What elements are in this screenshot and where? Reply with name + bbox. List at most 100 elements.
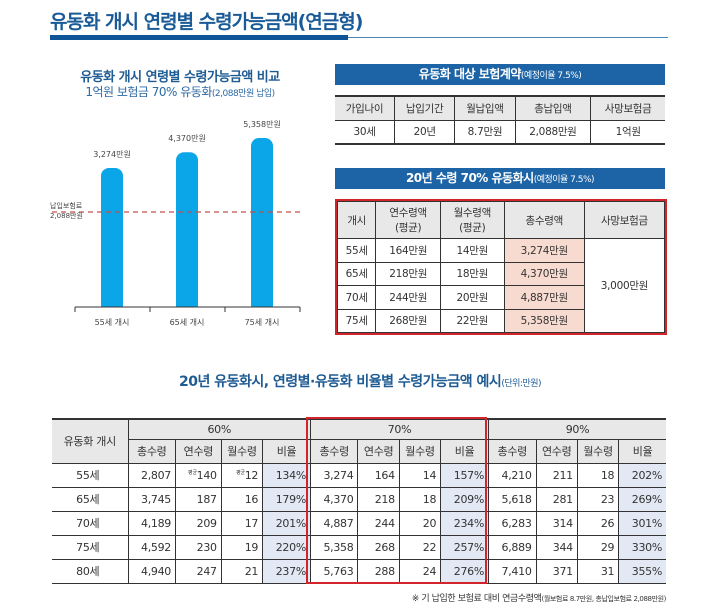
table-row: 75세 4,592 230 19 220% 5,358 268 22 257% 6,889 344 2…	[52, 534, 666, 560]
table-cell: 29	[576, 534, 620, 560]
table-cell: 26	[576, 510, 620, 536]
ratio-table: 유동화 개시 60% 70% 90% 총수령 연수령 월수령 비율 총수령 연수령 월수령 비율 총수령…	[52, 418, 666, 584]
column-header: 사망보험금	[583, 201, 666, 239]
bottom-title: 20년 유동화시, 연령별·유동화 비율별 수령가능금액 예시(단위:만원)	[178, 374, 542, 390]
table-cell: 237%	[262, 558, 311, 584]
column-header: 월수령액 (평균)	[439, 201, 505, 239]
table-cell: 3,274만원	[503, 238, 585, 263]
table-cell: 268만원	[375, 308, 441, 333]
column-header: 납입기간	[394, 95, 456, 121]
liquidation-header: 20년 수령 70% 유동화시(예정이율 7.5%)	[335, 168, 665, 189]
table-cell: 7,410	[488, 558, 537, 584]
table-row: 55세 164만원 14만원 3,274만원 3,000만원	[336, 238, 666, 333]
table-cell: 209	[175, 510, 222, 536]
table-cell: 1억원	[590, 119, 665, 145]
column-header: 비율	[262, 438, 311, 464]
table-cell: 202%	[618, 462, 666, 488]
column-header: 총수령	[488, 438, 537, 464]
column-header: 월수령	[220, 438, 264, 464]
table-cell: 179%	[262, 486, 311, 512]
table-row: 65세 3,745 187 16 179% 4,370 218 18 209% 5,618 281 2…	[52, 486, 666, 512]
column-header: 비율	[618, 438, 666, 464]
column-header: 연수령액 (평균)	[375, 201, 441, 239]
row-header: 유동화 개시	[52, 418, 129, 464]
table-cell: 276%	[440, 558, 490, 584]
chart-subtitle: 1억원 보험금 70% 유동화(2,088만원 납입)	[85, 85, 275, 99]
table-cell: 5,358	[309, 534, 359, 560]
age-cell: 55세	[52, 462, 129, 488]
group-header: 60%	[127, 418, 311, 440]
bar-0	[101, 167, 123, 313]
group-header: 90%	[488, 418, 666, 440]
table-cell: 281	[535, 486, 578, 512]
table-cell: 157%	[440, 462, 490, 488]
table-cell: 20년	[394, 119, 456, 145]
table-cell: 209%	[440, 486, 490, 512]
table-cell: 19	[220, 534, 264, 560]
table-row: 80세 4,940 247 21 237% 5,763 288 24 276% 7,410 371 3…	[52, 558, 666, 584]
column-header: 연수령	[357, 438, 400, 464]
table-cell: 247	[175, 558, 222, 584]
table-cell: 22만원	[439, 308, 505, 333]
table-cell: 30세	[335, 119, 395, 145]
bar-value-label: 4,370만원	[168, 134, 206, 143]
table-cell: 230	[175, 534, 222, 560]
table-cell: 244만원	[375, 285, 441, 310]
table-cell: 234%	[440, 510, 490, 536]
column-header: 연수령	[175, 438, 222, 464]
table-cell: 5,358만원	[503, 308, 585, 333]
table-cell: 187	[175, 486, 222, 512]
table-cell: 355%	[618, 558, 666, 584]
category-label: 55세 개시	[95, 317, 130, 327]
column-header: 월수령	[576, 438, 620, 464]
highlight-70-box	[306, 417, 487, 584]
column-header: 총수령	[309, 438, 359, 464]
bar-2	[251, 138, 273, 313]
column-header: 월수령	[398, 438, 442, 464]
column-header: 월납입액	[454, 95, 516, 121]
column-header: 개시	[336, 201, 377, 239]
table-cell: 14만원	[439, 238, 505, 263]
table-cell: 8.7만원	[454, 119, 516, 145]
age-cell: 70세	[52, 510, 129, 536]
table-cell: 344	[535, 534, 578, 560]
reference-label: 납입보험료	[50, 201, 83, 210]
table-cell: 4,887만원	[503, 285, 585, 310]
table-cell: 4,370만원	[503, 261, 585, 286]
average-mark: 평균	[188, 469, 197, 476]
table-row: 65세 218만원 18만원 4,370만원	[336, 261, 665, 286]
group-header: 70%	[309, 418, 490, 440]
table-cell: 6,283	[488, 510, 537, 536]
table-cell: 3,745	[127, 486, 176, 512]
page-title: 유동화 개시 연령별 수령가능금액(연금형)	[50, 11, 363, 33]
table-cell: 65세	[336, 261, 377, 286]
table-cell: 20	[398, 510, 442, 536]
title-underline	[50, 35, 348, 40]
table-row: 75세 268만원 22만원 5,358만원	[336, 308, 665, 333]
table-cell: 6,889	[488, 534, 537, 560]
table-cell: 164만원	[375, 238, 441, 263]
table-cell: 21	[220, 558, 264, 584]
table-cell: 257%	[440, 534, 490, 560]
average-mark: 평균	[236, 469, 245, 476]
table-row: 70세 4,189 209 17 201% 4,887 244 20 234% 6,283 314 2…	[52, 510, 666, 536]
bar-chart: 3,274만원 55세 개시 4,370만원 65세 개시 5,358만원 75세 개시 납…	[50, 120, 310, 327]
table-cell: 164	[357, 462, 400, 488]
table-cell: 4,887	[309, 510, 359, 536]
table-cell: 201%	[262, 510, 311, 536]
table-cell: 211	[535, 462, 578, 488]
bar-value-label: 5,358만원	[243, 120, 281, 129]
table-cell: 18	[576, 462, 620, 488]
bar-value-label: 3,274만원	[93, 150, 131, 159]
footnote: ※ 기 납입한 보험료 대비 연금수령액(월보험료 8.7만원, 총납입보험료 …	[411, 594, 667, 604]
table-cell: 평균140	[175, 462, 222, 488]
title-underline-thin	[348, 37, 668, 38]
table-cell: 70세	[336, 285, 377, 310]
table-cell: 55세	[336, 238, 377, 263]
chart-title: 유동화 개시 연령별 수령가능금액 비교	[80, 70, 280, 85]
table-cell: 17	[220, 510, 264, 536]
table-cell: 218만원	[375, 261, 441, 286]
death-benefit-cell: 3,000만원	[583, 238, 666, 333]
table-cell: 20만원	[439, 285, 505, 310]
column-header: 가입나이	[335, 95, 395, 121]
